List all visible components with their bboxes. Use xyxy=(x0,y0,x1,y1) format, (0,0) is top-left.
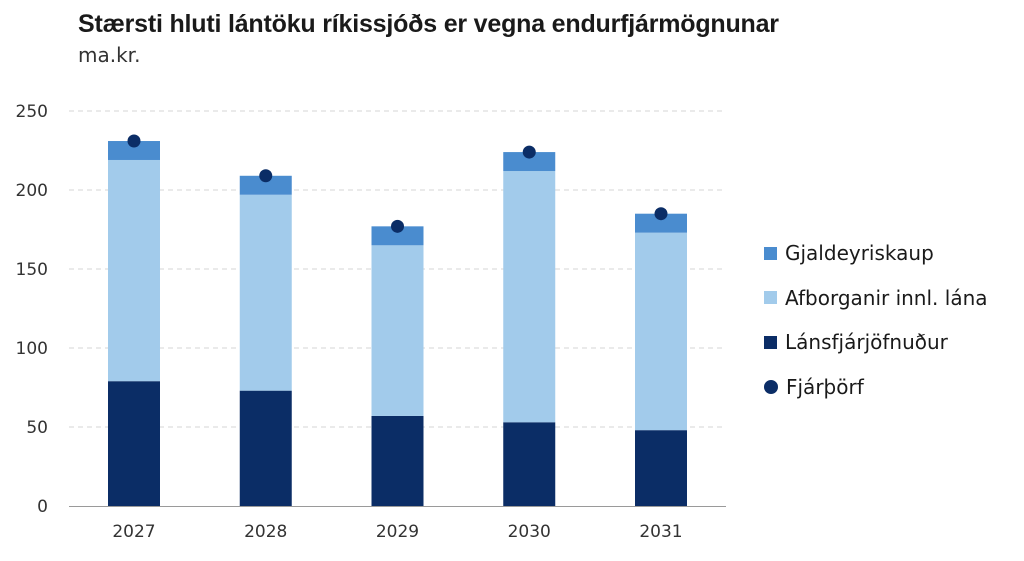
x-tick-label: 2030 xyxy=(508,522,551,542)
x-tick-label: 2029 xyxy=(376,522,419,542)
x-tick-label: 2031 xyxy=(639,522,682,542)
legend-item: Afborganir innl. lána xyxy=(764,285,988,310)
y-tick-label: 150 xyxy=(16,260,48,280)
markers xyxy=(127,134,668,233)
y-tick-label: 50 xyxy=(26,418,48,438)
chart-legend: Gjaldeyriskaup Afborganir innl. lána Lánsf… xyxy=(764,241,988,420)
bar-segment-gjaldeyriskaup xyxy=(371,226,424,246)
bar-segment-lansfjarjofnudur xyxy=(108,381,160,506)
bar-segment-afborganir xyxy=(371,245,424,416)
y-tick-label: 0 xyxy=(37,497,48,517)
bar-segment-lansfjarjofnudur xyxy=(371,415,424,506)
legend-label: Gjaldeyriskaup xyxy=(785,241,934,265)
y-tick-label: 250 xyxy=(16,102,48,122)
marker-fjarthorf xyxy=(127,134,141,148)
chart-subtitle: ma.kr. xyxy=(78,43,141,67)
bar-segment-gjaldeyriskaup xyxy=(503,152,556,172)
y-tick-label: 100 xyxy=(16,339,48,359)
bar-segment-gjaldeyriskaup xyxy=(108,141,160,160)
legend-item: Lánsfjárjöfnuður xyxy=(764,330,988,354)
legend-label: Fjárþörf xyxy=(786,374,864,399)
chart-title: Stærsti hluti lántöku ríkissjóðs er vegn… xyxy=(78,10,779,38)
bar-segment-lansfjarjofnudur xyxy=(635,430,687,506)
bar-segment-lansfjarjofnudur xyxy=(239,390,292,506)
y-tick-label: 200 xyxy=(16,181,48,201)
marker-fjarthorf xyxy=(391,219,404,233)
legend-swatch xyxy=(764,335,777,349)
bar-segment-gjaldeyriskaup xyxy=(239,175,292,195)
bar-segment-afborganir xyxy=(108,159,160,382)
marker-fjarthorf xyxy=(654,207,668,221)
bar-segment-afborganir xyxy=(503,171,556,423)
legend-swatch xyxy=(764,291,777,304)
marker-fjarthorf xyxy=(522,145,536,159)
x-tick-label: 2028 xyxy=(244,522,287,542)
legend-dot-marker xyxy=(764,379,778,394)
bar-segment-gjaldeyriskaup xyxy=(635,213,687,233)
legend-label: Afborganir innl. lána xyxy=(785,285,988,310)
x-tick-label: 2027 xyxy=(112,522,155,542)
legend-label: Lánsfjárjöfnuður xyxy=(785,330,948,354)
legend-item: Gjaldeyriskaup xyxy=(764,241,988,265)
axes: 0 50 100 150 200 250 2027 2028 2029 2030 2031 xyxy=(16,102,726,542)
bar-segment-lansfjarjofnudur xyxy=(503,422,556,506)
bars xyxy=(108,141,687,506)
legend-item: Fjárþörf xyxy=(764,374,988,399)
bar-segment-afborganir xyxy=(635,232,687,431)
legend-swatch xyxy=(764,246,777,260)
bar-segment-afborganir xyxy=(239,194,292,391)
marker-fjarthorf xyxy=(259,169,273,183)
